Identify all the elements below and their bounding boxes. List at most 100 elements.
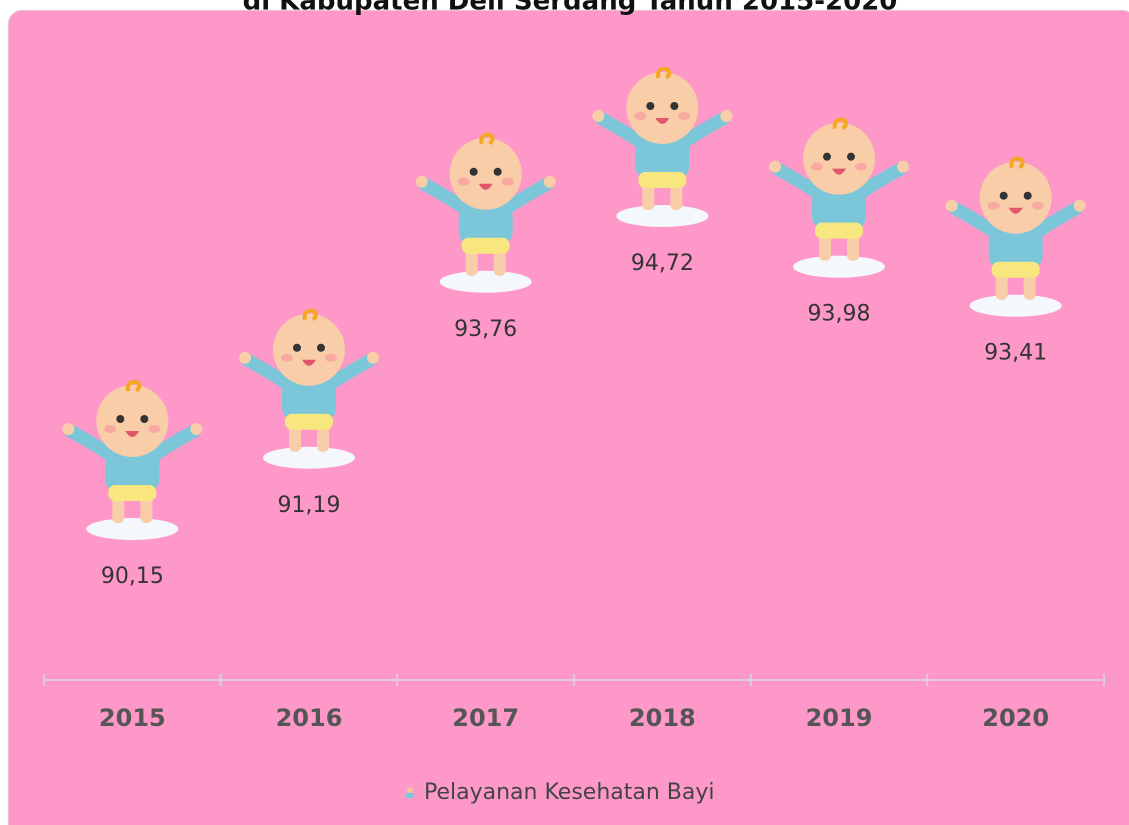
mouth <box>1008 207 1023 214</box>
baby-mark <box>945 156 1086 317</box>
diaper <box>285 413 333 430</box>
mouth <box>478 183 493 190</box>
data-label: 91,19 <box>278 493 341 518</box>
baby-mark <box>415 132 556 293</box>
cheek <box>1031 201 1044 210</box>
hand <box>897 160 909 173</box>
arms <box>240 353 378 391</box>
diaper <box>815 222 863 239</box>
x-tick-label: 2020 <box>982 704 1049 732</box>
leg <box>493 247 506 276</box>
eye <box>469 167 478 176</box>
eye <box>317 343 325 352</box>
mouth <box>125 431 140 437</box>
legend-label: Pelayanan Kesehatan Bayi <box>424 780 715 805</box>
x-tick-label: 2015 <box>99 704 166 732</box>
hand <box>592 110 605 122</box>
hand <box>190 423 203 435</box>
head <box>96 385 169 457</box>
data-label: 90,15 <box>101 564 164 589</box>
hair <box>832 117 848 131</box>
data-label: 93,76 <box>454 317 517 342</box>
legend: Pelayanan Kesehatan Bayi <box>406 780 715 805</box>
hand <box>543 175 556 188</box>
leg <box>317 423 329 452</box>
legend-icon-body <box>406 793 414 798</box>
cloud <box>263 446 355 469</box>
hand <box>1073 199 1086 212</box>
hand <box>239 351 251 364</box>
leg <box>670 182 683 210</box>
hand <box>62 423 75 435</box>
hair <box>302 308 318 322</box>
body <box>105 449 160 493</box>
leg <box>1023 271 1036 300</box>
hair <box>656 66 672 80</box>
eye <box>670 102 679 110</box>
head <box>979 161 1052 234</box>
data-label: 93,98 <box>808 302 871 327</box>
cheek <box>634 112 647 120</box>
head <box>449 137 522 210</box>
x-tick-label: 2018 <box>629 704 696 732</box>
hand <box>769 160 781 173</box>
cheek <box>855 162 867 171</box>
eye <box>999 191 1008 200</box>
body <box>812 186 866 231</box>
leg <box>289 423 301 452</box>
eye <box>646 102 655 110</box>
card <box>7 9 1129 825</box>
hair <box>126 379 142 393</box>
arms <box>417 177 555 215</box>
diaper <box>638 172 687 188</box>
hand <box>720 110 733 122</box>
leg <box>465 247 478 276</box>
hand <box>945 199 958 212</box>
arms <box>63 424 201 462</box>
body <box>282 377 336 422</box>
baby-mark <box>239 308 379 469</box>
cloud <box>439 270 532 293</box>
cheek <box>678 112 691 120</box>
diaper <box>461 237 510 254</box>
hair <box>1009 156 1025 170</box>
body <box>988 225 1043 270</box>
eye <box>116 415 125 423</box>
body <box>458 201 513 246</box>
arms <box>593 111 731 149</box>
baby-mark <box>592 66 733 227</box>
hand <box>415 175 428 188</box>
cloud <box>969 294 1062 317</box>
eye <box>293 343 301 352</box>
cloud <box>616 205 709 227</box>
eye <box>823 152 831 161</box>
head <box>273 313 345 386</box>
mouth <box>655 118 670 124</box>
x-tick-label: 2017 <box>452 704 519 732</box>
hand <box>367 351 379 364</box>
baby-mark <box>62 379 203 540</box>
diaper <box>108 485 157 501</box>
eye <box>493 167 502 176</box>
leg <box>847 232 859 261</box>
x-tick-label: 2019 <box>806 704 873 732</box>
chart-title: di Kabupaten Deli Serdang Tahun 2015-202… <box>243 0 898 17</box>
leg <box>140 495 153 523</box>
eye <box>1023 191 1032 200</box>
x-tick-label: 2016 <box>276 704 343 732</box>
cloud <box>86 518 179 540</box>
diaper <box>991 261 1040 278</box>
eye <box>140 415 149 423</box>
head <box>626 72 699 144</box>
data-label: 94,72 <box>631 251 694 276</box>
cheek <box>501 177 514 186</box>
cloud <box>793 255 885 278</box>
leg <box>642 182 655 210</box>
legend-icon-head <box>407 787 413 793</box>
cheek <box>987 201 1000 210</box>
cheek <box>325 353 337 362</box>
cheek <box>148 425 161 433</box>
head <box>803 122 875 195</box>
